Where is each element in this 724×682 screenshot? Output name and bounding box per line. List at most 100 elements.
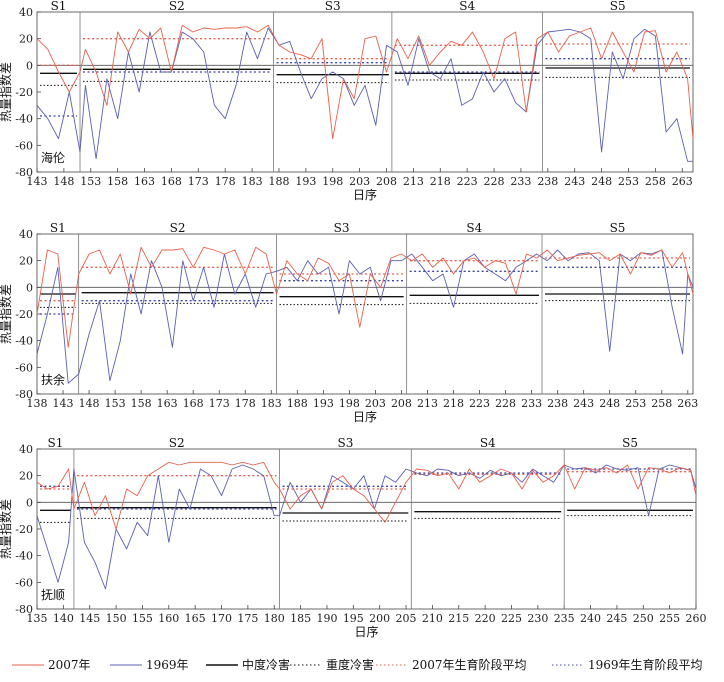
- y-tick-label: -60: [15, 361, 33, 374]
- x-tick-label: 248: [591, 175, 612, 188]
- x-tick-label: 163: [157, 397, 178, 410]
- x-tick-label: 193: [313, 397, 334, 410]
- series-line-2007: [36, 24, 694, 140]
- y-tick-label: 40: [19, 228, 33, 241]
- x-axis-label: 日序: [353, 187, 377, 202]
- x-tick-label: 248: [599, 397, 620, 410]
- legend-label: 中度冷害: [242, 657, 290, 672]
- x-tick-label: 163: [134, 175, 155, 188]
- y-tick-label: -60: [15, 139, 33, 152]
- location-label: 扶余: [41, 372, 65, 387]
- x-tick-label: 240: [580, 612, 601, 625]
- y-tick-label: -40: [15, 113, 33, 126]
- x-tick-label: 188: [268, 175, 289, 188]
- y-tick-label: 0: [26, 281, 33, 294]
- x-tick-label: 218: [430, 175, 451, 188]
- x-tick-label: 158: [107, 175, 128, 188]
- x-tick-label: 145: [79, 612, 100, 625]
- x-tick-label: 138: [27, 397, 48, 410]
- y-tick-label: 40: [19, 443, 33, 456]
- x-tick-label: 143: [53, 397, 74, 410]
- x-tick-label: 215: [448, 612, 469, 625]
- stage-label: S1: [50, 221, 66, 235]
- x-tick-label: 218: [443, 397, 464, 410]
- x-tick-label: 200: [369, 612, 390, 625]
- series-line-2007: [36, 461, 697, 530]
- x-tick-label: 183: [261, 397, 282, 410]
- series-line-1969: [36, 464, 697, 590]
- x-tick-label: 263: [677, 397, 698, 410]
- x-tick-label: 180: [264, 612, 285, 625]
- x-tick-label: 205: [396, 612, 417, 625]
- x-tick-label: 173: [209, 397, 230, 410]
- plot-frame: [36, 11, 694, 173]
- x-tick-label: 238: [547, 397, 568, 410]
- x-tick-label: 223: [469, 397, 490, 410]
- x-axis-label: 日序: [354, 624, 378, 639]
- x-tick-label: 258: [651, 397, 672, 410]
- x-tick-label: 260: [686, 612, 707, 625]
- x-tick-label: 258: [645, 175, 666, 188]
- legend-label: 2007年: [48, 658, 91, 672]
- x-tick-label: 263: [672, 175, 693, 188]
- y-tick-label: -80: [15, 603, 33, 616]
- x-tick-label: 255: [659, 612, 680, 625]
- x-tick-label: 173: [188, 175, 209, 188]
- x-tick-label: 153: [80, 175, 101, 188]
- stage-label: S2: [169, 436, 185, 450]
- x-tick-label: 228: [495, 397, 516, 410]
- x-tick-label: 213: [403, 175, 424, 188]
- location-label: 抚顺: [41, 588, 65, 602]
- x-tick-label: 253: [625, 397, 646, 410]
- x-tick-label: 203: [365, 397, 386, 410]
- stage-label: S5: [610, 0, 626, 13]
- y-tick-label: -20: [15, 523, 33, 536]
- x-tick-label: 195: [343, 612, 364, 625]
- stage-label: S2: [170, 221, 186, 235]
- y-tick-label: 0: [26, 496, 33, 509]
- x-tick-label: 165: [185, 612, 206, 625]
- x-tick-label: 238: [537, 175, 558, 188]
- x-tick-label: 235: [554, 612, 575, 625]
- y-tick-label: 20: [19, 470, 33, 483]
- stage-label: S5: [610, 221, 626, 235]
- y-tick-label: -40: [15, 550, 33, 563]
- x-axis-label: 日序: [353, 409, 377, 424]
- y-tick-label: 40: [19, 6, 33, 19]
- x-tick-label: 210: [422, 612, 443, 625]
- x-tick-label: 253: [618, 175, 639, 188]
- x-tick-label: 208: [391, 397, 412, 410]
- x-tick-label: 225: [501, 612, 522, 625]
- y-tick-label: -40: [15, 335, 33, 348]
- x-tick-label: 250: [633, 612, 654, 625]
- x-tick-label: 143: [27, 175, 48, 188]
- y-tick-label: -80: [15, 388, 33, 401]
- x-tick-label: 158: [131, 397, 152, 410]
- series-line-1969: [36, 27, 693, 162]
- stage-label: S3: [325, 0, 341, 13]
- legend-label: 2007年生育阶段平均: [412, 657, 527, 672]
- x-tick-label: 208: [376, 175, 397, 188]
- y-tick-label: -20: [15, 86, 33, 99]
- x-tick-label: 190: [316, 612, 337, 625]
- x-tick-label: 178: [235, 397, 256, 410]
- x-tick-label: 135: [27, 612, 48, 625]
- x-tick-label: 233: [510, 175, 531, 188]
- x-tick-label: 178: [215, 175, 236, 188]
- x-tick-label: 168: [161, 175, 182, 188]
- x-tick-label: 228: [484, 175, 505, 188]
- stage-label: S4: [480, 436, 496, 450]
- x-tick-label: 185: [290, 612, 311, 625]
- x-tick-label: 140: [53, 612, 74, 625]
- x-tick-label: 148: [79, 397, 100, 410]
- stage-label: S3: [337, 436, 353, 450]
- legend-label: 1969年: [146, 658, 189, 672]
- x-tick-label: 198: [339, 397, 360, 410]
- y-tick-label: -20: [15, 308, 33, 321]
- x-tick-label: 175: [237, 612, 258, 625]
- series-line-1969: [36, 249, 694, 384]
